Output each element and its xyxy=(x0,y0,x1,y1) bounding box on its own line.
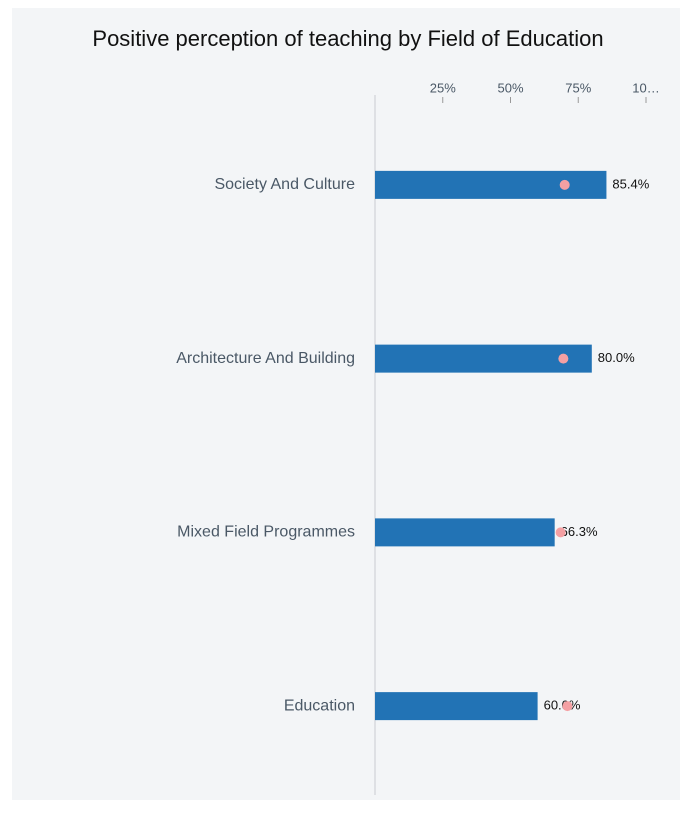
x-tick-label: 10… xyxy=(632,80,659,95)
chart-title: Positive perception of teaching by Field… xyxy=(92,26,603,51)
benchmark-marker xyxy=(559,179,570,190)
x-tick-label: 50% xyxy=(497,80,523,95)
category-label: Mixed Field Programmes xyxy=(177,524,355,541)
x-tick-label: 25% xyxy=(430,80,456,95)
chart-background xyxy=(12,8,680,800)
category-label: Architecture And Building xyxy=(176,350,355,367)
bar xyxy=(375,692,538,721)
bar xyxy=(375,518,555,547)
value-label: 60.0% xyxy=(544,698,581,713)
benchmark-marker xyxy=(562,701,573,712)
bar xyxy=(375,170,607,199)
value-label: 85.4% xyxy=(612,176,649,191)
bar xyxy=(375,344,592,373)
category-label: Education xyxy=(284,697,355,714)
category-label: Society And Culture xyxy=(214,176,355,193)
benchmark-marker xyxy=(555,527,566,538)
value-label: 80.0% xyxy=(598,350,635,365)
x-tick-label: 75% xyxy=(565,80,591,95)
value-label: 66.3% xyxy=(561,524,598,539)
benchmark-marker xyxy=(558,353,569,364)
